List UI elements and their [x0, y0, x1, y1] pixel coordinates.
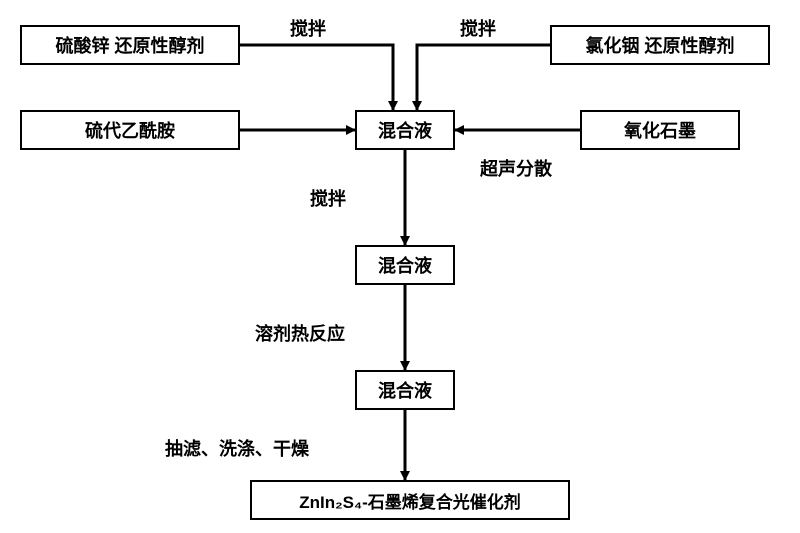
- box-mix1-text: 混合液: [378, 117, 432, 143]
- label-stir-tr: 搅拌: [460, 15, 496, 41]
- box-mix2: 混合液: [355, 245, 455, 285]
- box-mid-left-text: 硫代乙酰胺: [85, 117, 175, 143]
- box-mid-right-text: 氧化石墨: [624, 117, 696, 143]
- box-mix2-text: 混合液: [378, 252, 432, 278]
- box-mid-left: 硫代乙酰胺: [20, 110, 240, 150]
- box-product-text: ZnIn₂S₄-石墨烯复合光催化剂: [299, 488, 521, 513]
- box-mix3-text: 混合液: [378, 377, 432, 403]
- box-top-right: 氯化铟 还原性醇剂: [550, 25, 770, 65]
- box-mix3: 混合液: [355, 370, 455, 410]
- label-stir-mid: 搅拌: [310, 185, 346, 211]
- box-top-left: 硫酸锌 还原性醇剂: [20, 25, 240, 65]
- box-top-right-text: 氯化铟 还原性醇剂: [585, 32, 734, 58]
- label-solvothermal: 溶剂热反应: [255, 320, 345, 346]
- box-top-left-text: 硫酸锌 还原性醇剂: [55, 32, 204, 58]
- label-post: 抽滤、洗涤、干燥: [165, 435, 309, 461]
- box-product: ZnIn₂S₄-石墨烯复合光催化剂: [250, 480, 570, 520]
- label-ultrasonic: 超声分散: [480, 155, 552, 181]
- box-mid-right: 氧化石墨: [580, 110, 740, 150]
- label-stir-tl: 搅拌: [290, 15, 326, 41]
- box-mix1: 混合液: [355, 110, 455, 150]
